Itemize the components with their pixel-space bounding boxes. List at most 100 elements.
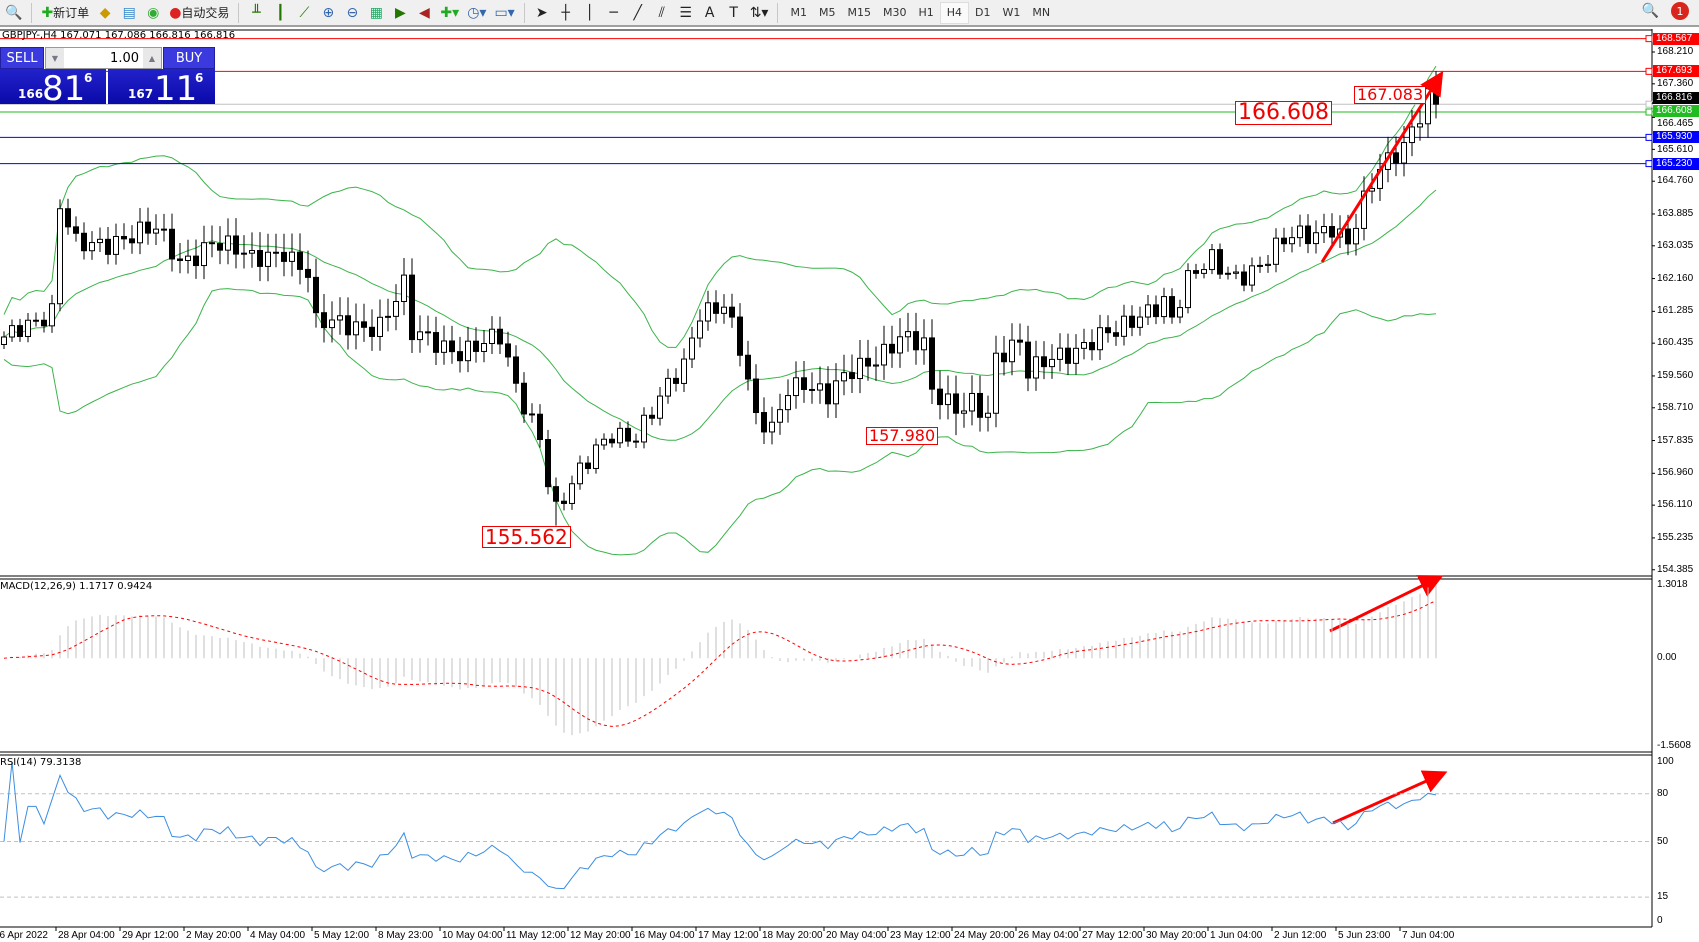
navigator-icon[interactable]: ▤ <box>122 4 136 21</box>
chart-shift-icon[interactable]: ◀ <box>419 4 430 21</box>
candle-body <box>1017 339 1023 343</box>
notification-badge[interactable]: 1 <box>1671 2 1689 20</box>
candle-body <box>1265 263 1271 266</box>
candle-body <box>297 251 303 270</box>
candle <box>529 403 535 423</box>
candle <box>185 239 191 274</box>
templates-icon[interactable]: ▭▾ <box>494 4 515 21</box>
candle-body <box>1329 226 1335 238</box>
arrows-icon[interactable]: ⇅▾ <box>749 4 769 21</box>
rsi-axis-label: 50 <box>1657 835 1669 847</box>
candle <box>465 326 471 373</box>
buy-price[interactable]: 167 11 6 <box>108 69 215 106</box>
candle-body <box>745 354 751 380</box>
candle-body <box>889 343 895 354</box>
candle <box>297 233 303 285</box>
candlestick-icon[interactable]: ┃ <box>276 4 285 21</box>
candle <box>489 316 495 354</box>
buy-button[interactable]: BUY <box>163 47 215 69</box>
lot-size-input[interactable] <box>64 50 143 66</box>
timeframe-m5[interactable]: M5 <box>818 6 836 19</box>
crosshair-icon[interactable]: ┼ <box>561 4 570 21</box>
chart-canvas[interactable] <box>0 29 1699 942</box>
new-order-button[interactable]: ✚ 新订单 <box>38 2 92 24</box>
timeframe-h1[interactable]: H1 <box>918 6 934 19</box>
timeframe-m1[interactable]: M1 <box>790 6 807 19</box>
candle <box>113 223 119 265</box>
candle-body <box>281 251 287 262</box>
price-annotation: 155.562 <box>482 525 571 548</box>
market-watch-icon[interactable]: ◆ <box>99 4 111 21</box>
timeframe-mn[interactable]: MN <box>1032 6 1051 19</box>
timeframe-m15[interactable]: M15 <box>847 6 871 19</box>
bollinger-upper <box>3 65 1437 348</box>
time-axis-label: 28 Apr 04:00 <box>58 930 115 941</box>
text-icon[interactable]: A <box>704 4 715 21</box>
trendline-icon[interactable]: ╱ <box>633 4 642 21</box>
candle <box>569 475 575 510</box>
candle-body <box>625 427 631 442</box>
auto-trading-button[interactable]: ● 自动交易 <box>166 2 232 24</box>
candle <box>241 235 247 269</box>
price-axis-label: 156.110 <box>1657 499 1693 511</box>
autoscroll-icon[interactable]: ▶ <box>395 4 406 21</box>
candle <box>1 331 7 349</box>
candle-body <box>49 303 55 327</box>
bar-chart-icon[interactable]: ╨ <box>252 4 261 21</box>
timeframe-m30[interactable]: M30 <box>882 6 907 19</box>
candle-body <box>545 439 551 488</box>
time-axis-label: 18 May 20:00 <box>762 930 823 941</box>
candle <box>273 233 279 268</box>
search-icon[interactable]: 🔍 <box>1641 3 1659 19</box>
tile-windows-icon[interactable]: ▦ <box>369 4 384 21</box>
timeframe-h4[interactable]: H4 <box>939 1 970 24</box>
candle-body <box>713 302 719 314</box>
search-icon[interactable]: 🔍 <box>5 4 23 21</box>
lot-increase-button[interactable]: ▲ <box>143 48 161 68</box>
candle <box>593 438 599 474</box>
vertical-line-icon[interactable]: │ <box>585 4 594 21</box>
candle <box>1065 333 1071 376</box>
timeframe-w1[interactable]: W1 <box>1002 6 1021 19</box>
candle <box>1249 257 1255 292</box>
bollinger-lower <box>3 288 1437 556</box>
candle-body <box>1217 249 1223 275</box>
lot-decrease-button[interactable]: ▼ <box>46 48 64 68</box>
time-axis-label: 2 Jun 12:00 <box>1274 930 1327 941</box>
text-label-icon[interactable]: T <box>729 4 738 21</box>
candle <box>937 370 943 420</box>
indicators-icon[interactable]: ✚▾ <box>440 4 460 21</box>
signal-icon[interactable]: ◉ <box>147 4 160 21</box>
candle <box>409 258 415 354</box>
candle <box>793 361 799 409</box>
candle-body <box>393 300 399 317</box>
candle-body <box>1033 356 1039 379</box>
periods-icon[interactable]: ◷▾ <box>467 4 487 21</box>
price-level-tag: 166.608 <box>1653 105 1699 118</box>
candle-body <box>369 326 375 337</box>
candle-body <box>873 364 879 367</box>
candle-body <box>217 243 223 251</box>
equidistant-channel-icon[interactable]: ⫽ <box>658 4 665 21</box>
fibonacci-icon[interactable]: ☰ <box>679 4 692 21</box>
sell-button[interactable]: SELL <box>0 47 44 69</box>
candle <box>769 406 775 445</box>
candle-body <box>1081 342 1087 349</box>
candle-body <box>241 252 247 255</box>
candle <box>825 366 831 418</box>
candle-body <box>1225 272 1231 275</box>
horizontal-line-icon[interactable]: ─ <box>609 4 618 21</box>
cursor-icon[interactable]: ➤ <box>535 4 548 21</box>
sell-price[interactable]: 166 81 6 <box>0 69 106 106</box>
line-chart-icon[interactable]: ⟋ <box>299 4 310 21</box>
zoom-in-icon[interactable]: ⊕ <box>322 4 335 21</box>
rsi-axis-label: 0 <box>1657 915 1663 926</box>
timeframe-d1[interactable]: D1 <box>975 6 991 19</box>
candle <box>625 421 631 447</box>
candle-body <box>1305 225 1311 245</box>
candle-body <box>377 316 383 337</box>
zoom-out-icon[interactable]: ⊖ <box>346 4 359 21</box>
bollinger-middle <box>3 189 1437 441</box>
candle <box>1113 320 1119 346</box>
time-axis-label: 5 May 12:00 <box>314 930 370 941</box>
